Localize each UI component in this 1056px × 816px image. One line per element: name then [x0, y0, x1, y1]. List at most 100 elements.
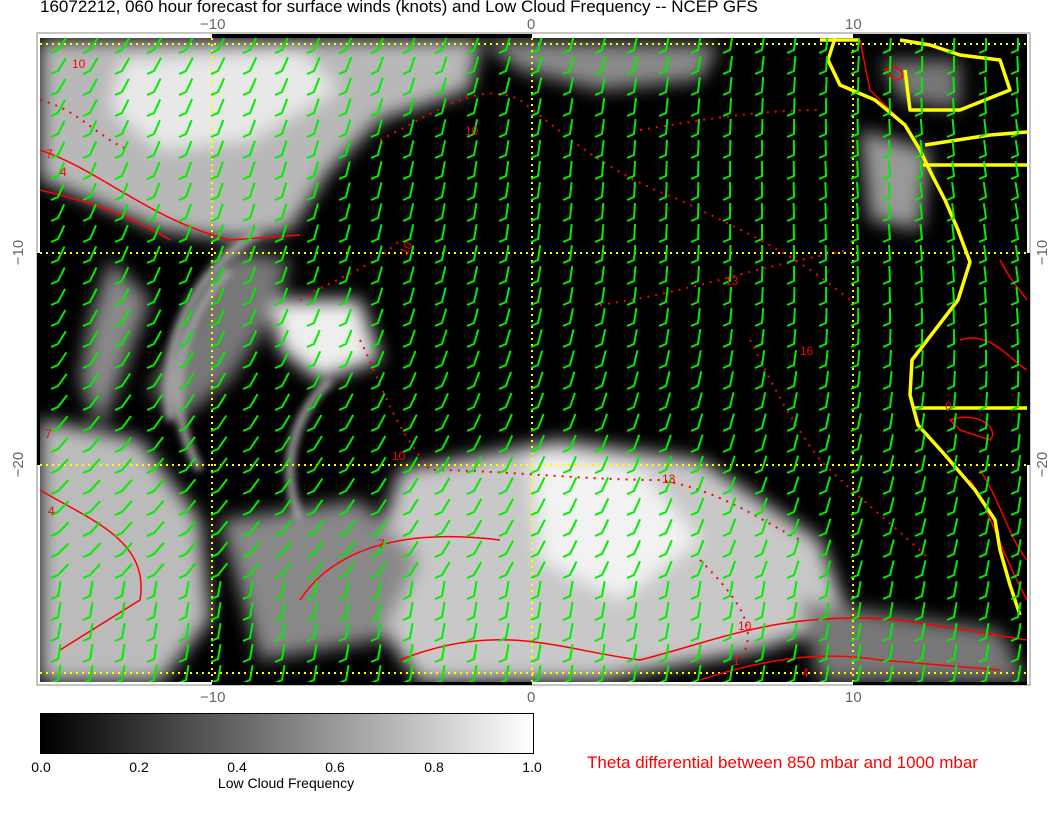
wind-barb: [850, 370, 861, 390]
wind-barb: [786, 476, 800, 495]
wind-barb: [818, 665, 830, 682]
wind-barb: [786, 202, 796, 222]
wind-barb: [178, 351, 195, 369]
wind-barb: [882, 476, 895, 495]
wind-barb: [146, 57, 162, 75]
wind-barb: [850, 665, 862, 682]
wind-barb: [978, 38, 988, 54]
wind-barb: [242, 224, 256, 243]
wind-barb: [402, 456, 419, 474]
wind-barb: [114, 330, 131, 348]
wind-barb: [498, 245, 510, 264]
wind-barb: [402, 519, 419, 537]
wind-barb: [274, 161, 288, 180]
wind-barb: [178, 415, 196, 432]
wind-barb: [50, 57, 67, 75]
wind-barb: [178, 372, 195, 390]
wind-barb: [466, 644, 478, 663]
wind-barb: [402, 161, 415, 180]
wind-barb: [274, 457, 292, 474]
wind-barb: [978, 539, 990, 558]
wind-barb: [146, 309, 162, 327]
wind-barb: [178, 457, 196, 474]
lat-label-left-s10: −10: [10, 239, 28, 266]
wind-barb: [50, 267, 66, 285]
wind-barb: [786, 181, 796, 201]
wind-barb: [114, 479, 133, 495]
wind-barb: [210, 119, 225, 138]
contour-label: 10: [392, 449, 406, 463]
wind-barb: [50, 141, 66, 159]
colorbar-tick: 0.2: [129, 759, 149, 775]
wind-barb: [530, 371, 544, 390]
wind-barb: [210, 287, 225, 306]
wind-barb: [370, 435, 387, 453]
wind-barb: [626, 476, 641, 495]
wind-barb: [434, 561, 451, 579]
wind-barb: [594, 539, 610, 558]
wind-barb: [850, 202, 860, 222]
wind-barb: [946, 286, 956, 306]
wind-barb: [850, 118, 860, 138]
wind-barb: [402, 140, 415, 159]
wind-barb: [274, 329, 289, 348]
wind-barb: [658, 139, 668, 159]
wind-barb: [530, 266, 542, 285]
wind-barb: [274, 77, 289, 96]
wind-barb: [370, 350, 385, 369]
wind-barb: [946, 119, 956, 138]
wind-barb: [594, 560, 610, 579]
wind-barb: [722, 38, 734, 54]
wind-barb: [50, 563, 70, 579]
wind-barb: [978, 203, 988, 222]
wind-barb: [946, 160, 956, 180]
wind-barb: [114, 415, 132, 432]
wind-barb: [818, 328, 829, 348]
wind-barb: [50, 38, 68, 54]
wind-barb: [306, 372, 322, 390]
wind-barb: [466, 350, 480, 369]
wind-barb: [946, 412, 957, 432]
wind-barb: [786, 581, 798, 600]
wind-barb: [338, 245, 351, 264]
wind-barb: [466, 266, 479, 285]
wind-barb: [402, 435, 418, 453]
wind-barb: [82, 415, 100, 432]
wind-barb: [1010, 644, 1022, 663]
wind-barb: [530, 223, 541, 243]
wind-barb: [466, 623, 478, 642]
wind-barb: [338, 140, 351, 159]
wind-barb: [82, 542, 102, 558]
contour-label: 10: [72, 57, 86, 71]
wind-barb: [754, 202, 764, 222]
wind-barb: [1010, 203, 1020, 222]
wind-barb: [690, 644, 702, 663]
wind-barb: [754, 497, 768, 516]
wind-barb: [114, 161, 129, 180]
wind-barb: [786, 434, 799, 453]
wind-barb: [434, 203, 446, 222]
wind-barb: [274, 520, 292, 537]
wind-barb: [466, 456, 482, 474]
wind-barb: [786, 560, 800, 579]
wind-barb: [754, 97, 764, 117]
wind-barb: [530, 665, 542, 682]
wind-barb: [946, 455, 958, 474]
wind-barb: [530, 140, 542, 159]
wind-barb: [562, 287, 574, 306]
wind-barb: [402, 665, 414, 682]
wind-barb: [178, 602, 190, 621]
wind-barb: [466, 245, 478, 264]
wind-barb: [466, 308, 479, 327]
wind-barb: [434, 224, 446, 243]
wind-barb: [850, 644, 862, 663]
wind-barb: [466, 561, 483, 579]
wind-barb: [658, 413, 672, 432]
lat-label-right-s20: −20: [1034, 451, 1052, 478]
wind-barb: [850, 160, 860, 180]
wind-barb: [242, 602, 254, 621]
wind-barb: [178, 330, 194, 348]
wind-barb: [914, 97, 924, 117]
wind-barb: [754, 244, 764, 264]
wind-barb: [786, 329, 797, 348]
